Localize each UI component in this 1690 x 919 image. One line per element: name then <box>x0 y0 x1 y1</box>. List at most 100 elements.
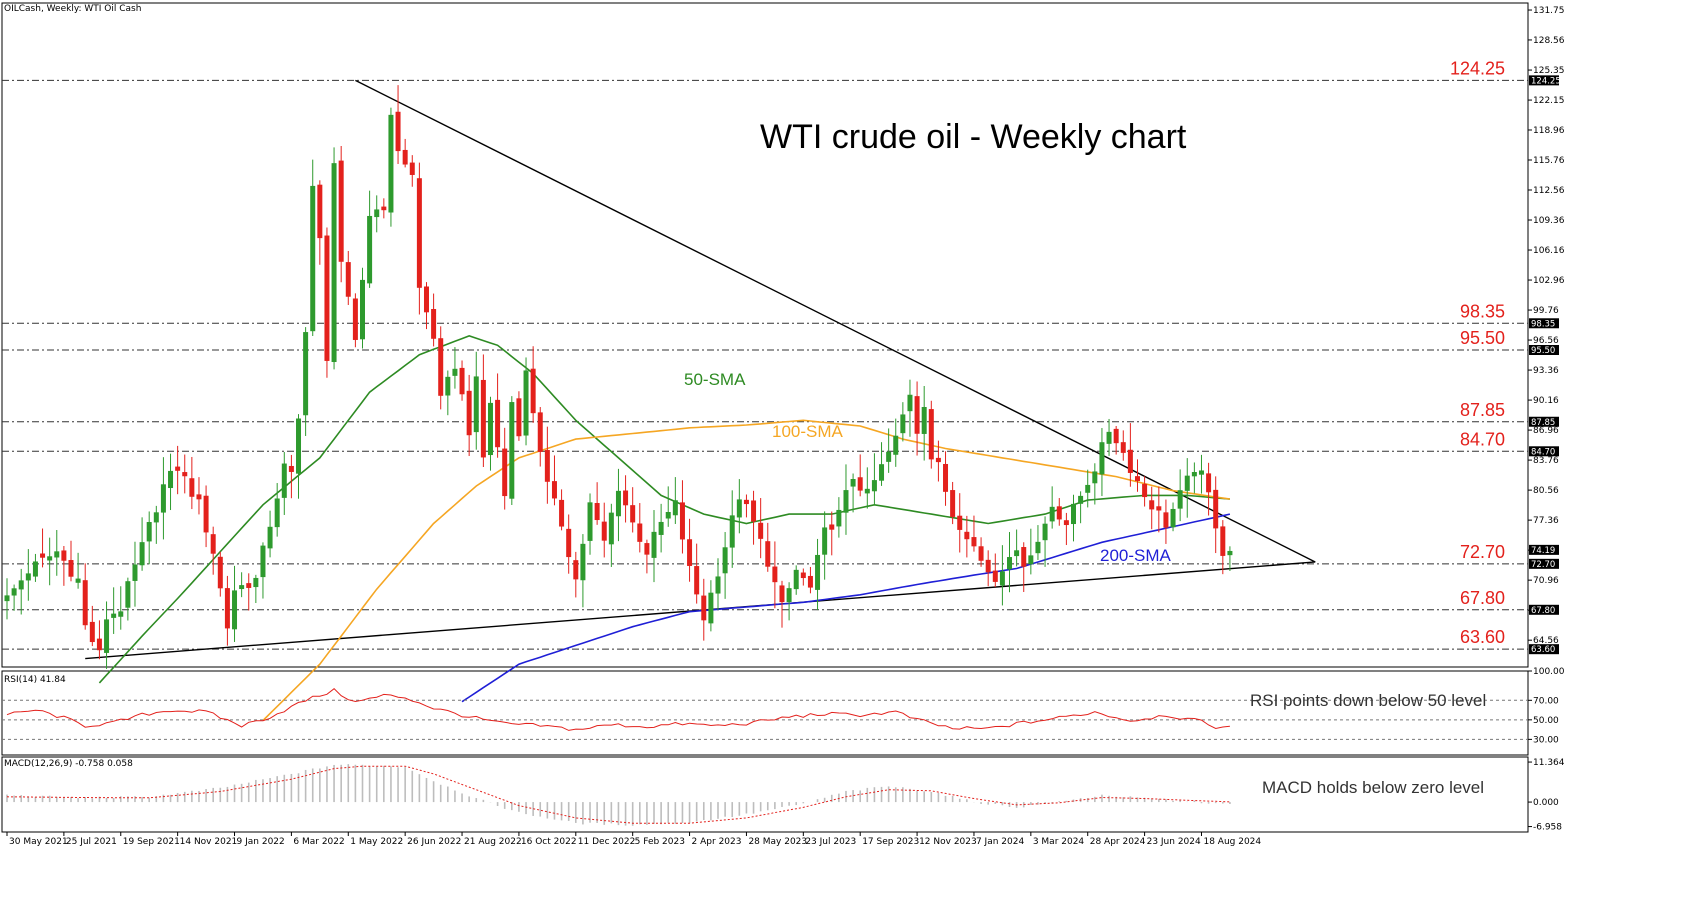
candle <box>1035 525 1041 560</box>
candle-body <box>615 490 621 517</box>
candle-body <box>381 206 387 211</box>
candle <box>900 402 906 442</box>
x-tick-label: 17 Sep 2023 <box>862 837 919 847</box>
candle-body <box>587 502 593 541</box>
candle <box>239 572 245 598</box>
rsi-panel-frame <box>1 670 1529 756</box>
level-label: 124.25 <box>1450 58 1505 78</box>
price-badge <box>1529 345 1559 356</box>
candle-body <box>1042 523 1048 541</box>
candle-body <box>893 435 899 455</box>
candle <box>296 414 302 499</box>
candle <box>1220 520 1226 575</box>
candle-body <box>118 611 124 617</box>
candle <box>153 505 159 544</box>
level-label: 95.50 <box>1460 328 1505 348</box>
candle-body <box>274 498 280 528</box>
candle-body <box>708 592 714 624</box>
candle-body <box>175 466 181 471</box>
y-tick-label: 86.96 <box>1533 426 1559 436</box>
candle-body <box>551 481 557 499</box>
candle <box>416 162 422 315</box>
candle-body <box>829 524 835 530</box>
candle-body <box>679 502 685 540</box>
y-tick-label: 77.36 <box>1533 516 1559 526</box>
sma50-label: 50-SMA <box>684 370 746 389</box>
candle <box>630 487 636 533</box>
candle-body <box>345 262 351 297</box>
candle-body <box>189 478 195 497</box>
candle <box>4 578 10 620</box>
candle-body <box>637 523 643 542</box>
candle-body <box>992 570 998 582</box>
candle <box>644 539 650 574</box>
x-tick-label: 14 Nov 2021 <box>180 837 238 847</box>
candle-body <box>530 368 536 414</box>
rsi-y-tick-label: 70.00 <box>1533 696 1559 706</box>
candle <box>907 379 913 437</box>
candle-body <box>800 572 806 579</box>
candle-body <box>502 448 508 497</box>
candle <box>601 502 607 558</box>
macd-signal-line <box>6 765 1230 824</box>
candle <box>281 452 287 515</box>
candle-body <box>267 526 273 549</box>
candle <box>217 551 223 597</box>
candle-body <box>850 479 856 487</box>
candle-body <box>160 484 166 513</box>
candle <box>61 546 67 586</box>
candle-body <box>772 566 778 583</box>
candle-body <box>729 515 735 548</box>
candle <box>509 396 515 506</box>
candle-body <box>1184 475 1190 491</box>
candle <box>1021 542 1027 592</box>
candle-body <box>807 575 813 588</box>
candle-body <box>182 472 188 477</box>
candle-body <box>445 376 451 396</box>
candle-body <box>843 490 849 513</box>
candle <box>587 493 593 555</box>
x-tick-label: 16 Oct 2022 <box>521 837 577 847</box>
candle <box>943 451 949 506</box>
candle <box>189 456 195 510</box>
candle <box>665 486 671 527</box>
candle-body <box>409 162 415 175</box>
candle <box>694 543 700 604</box>
candle-body <box>566 528 572 558</box>
candle <box>274 483 280 537</box>
candle-body <box>395 111 401 152</box>
candle <box>360 267 365 349</box>
price-badge <box>1529 644 1559 655</box>
candle <box>182 454 188 494</box>
candle-body <box>402 149 408 165</box>
candle <box>495 373 501 458</box>
candle <box>317 180 323 265</box>
candle-body <box>779 585 785 603</box>
candle-body <box>338 160 344 262</box>
candle <box>338 145 344 283</box>
price-badge-label: 72.70 <box>1531 560 1555 570</box>
candle <box>758 498 764 559</box>
candle-body <box>1213 489 1219 529</box>
candle-body <box>487 402 493 456</box>
candle <box>1099 428 1105 497</box>
candle <box>466 374 472 457</box>
candle <box>1120 430 1126 461</box>
candle <box>672 477 678 524</box>
candle <box>324 227 330 378</box>
candle <box>402 138 408 168</box>
candle <box>374 195 380 233</box>
candle <box>160 457 166 540</box>
candle-body <box>1149 500 1155 510</box>
candle-body <box>11 588 17 596</box>
candle-body <box>665 511 671 519</box>
candle-body <box>694 566 700 595</box>
candle-body <box>943 463 949 492</box>
candle <box>487 396 493 471</box>
candle <box>857 454 863 497</box>
candle-body <box>751 500 757 522</box>
candle-body <box>1014 550 1020 557</box>
candle-body <box>857 477 863 491</box>
candle-body <box>758 522 764 539</box>
y-tick-label: 131.75 <box>1533 6 1565 16</box>
